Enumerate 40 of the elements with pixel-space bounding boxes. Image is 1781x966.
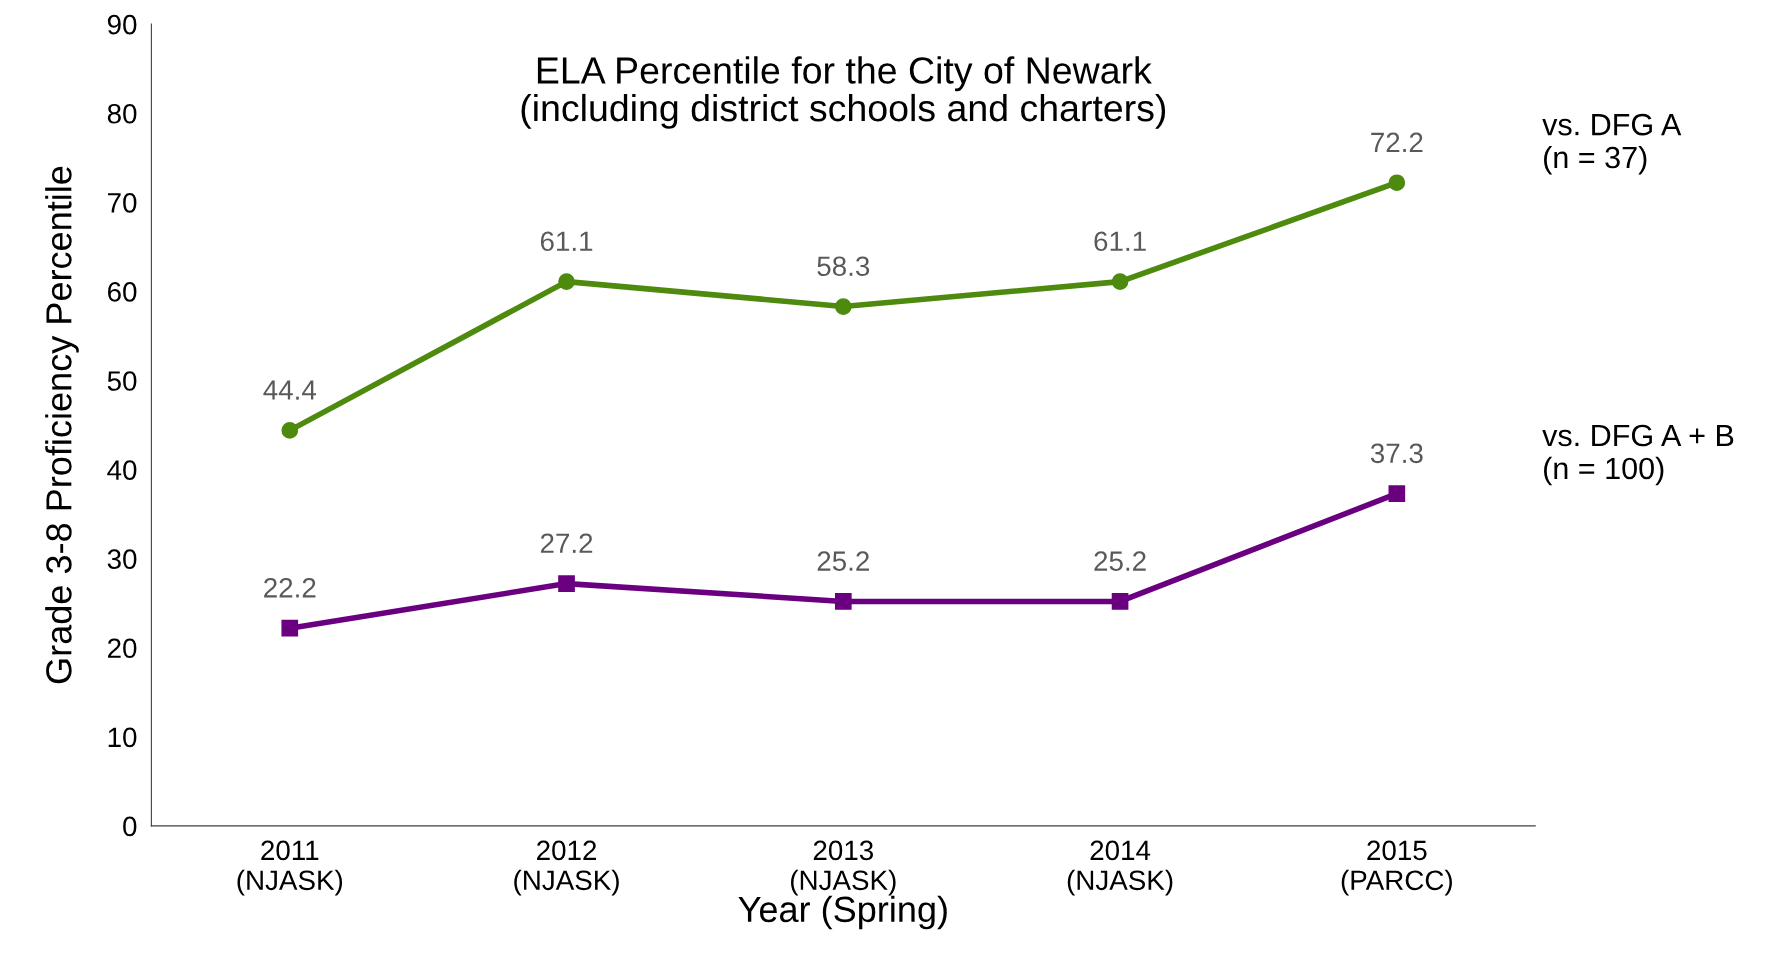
x-tick-label: 2012 (NJASK) xyxy=(514,840,619,896)
data-label: 25.2 xyxy=(817,551,869,571)
data-label: 61.1 xyxy=(540,231,593,252)
x-axis-title: Year (Spring) xyxy=(738,895,947,930)
data-label: 58.3 xyxy=(817,256,870,277)
x-tick-label: 2011 (NJASK) xyxy=(237,840,343,896)
point xyxy=(834,298,852,315)
x-tick-label: 2014 (NJASK) xyxy=(1067,840,1173,896)
y-tick-label: 80 xyxy=(107,103,137,124)
data-label: 25.2 xyxy=(1094,551,1146,571)
point xyxy=(558,273,575,290)
y-tick-label: 40 xyxy=(107,460,137,480)
data-label: 61.1 xyxy=(1094,231,1146,252)
y-tick-label: 0 xyxy=(123,816,137,837)
point xyxy=(1388,174,1406,192)
y-tick-label: 70 xyxy=(108,192,137,213)
point xyxy=(281,619,299,637)
data-label: 37.3 xyxy=(1370,443,1423,464)
y-tick-label: 50 xyxy=(107,371,137,391)
y-axis-title: Grade 3-8 Proficiency Percentile xyxy=(45,166,79,684)
text: vs. DFG A + B (n = 100) xyxy=(1542,424,1734,486)
data-label: 44.4 xyxy=(263,380,316,400)
y-tick-label: 30 xyxy=(107,549,137,570)
y-tick-label: 10 xyxy=(108,727,137,748)
point xyxy=(1111,273,1129,290)
point xyxy=(1111,593,1129,610)
text: ELA Percentile for the City of Newark (including district schools and charters) xyxy=(521,56,1166,129)
point xyxy=(281,422,299,439)
y-tick-label: 90 xyxy=(107,14,137,35)
point xyxy=(558,575,575,592)
y-tick-label: 60 xyxy=(108,282,137,302)
point xyxy=(834,593,852,610)
data-label: 72.2 xyxy=(1371,132,1423,152)
y-tick-label: 20 xyxy=(108,638,137,659)
data-label: 27.2 xyxy=(540,533,593,553)
x-tick-label: 2013 (NJASK) xyxy=(791,840,896,896)
text: vs. DFG A (n = 37) xyxy=(1542,113,1682,175)
data-label: 22.2 xyxy=(264,578,316,598)
x-tick-label: 2015 (PARCC) xyxy=(1341,840,1452,896)
point xyxy=(1388,485,1406,502)
